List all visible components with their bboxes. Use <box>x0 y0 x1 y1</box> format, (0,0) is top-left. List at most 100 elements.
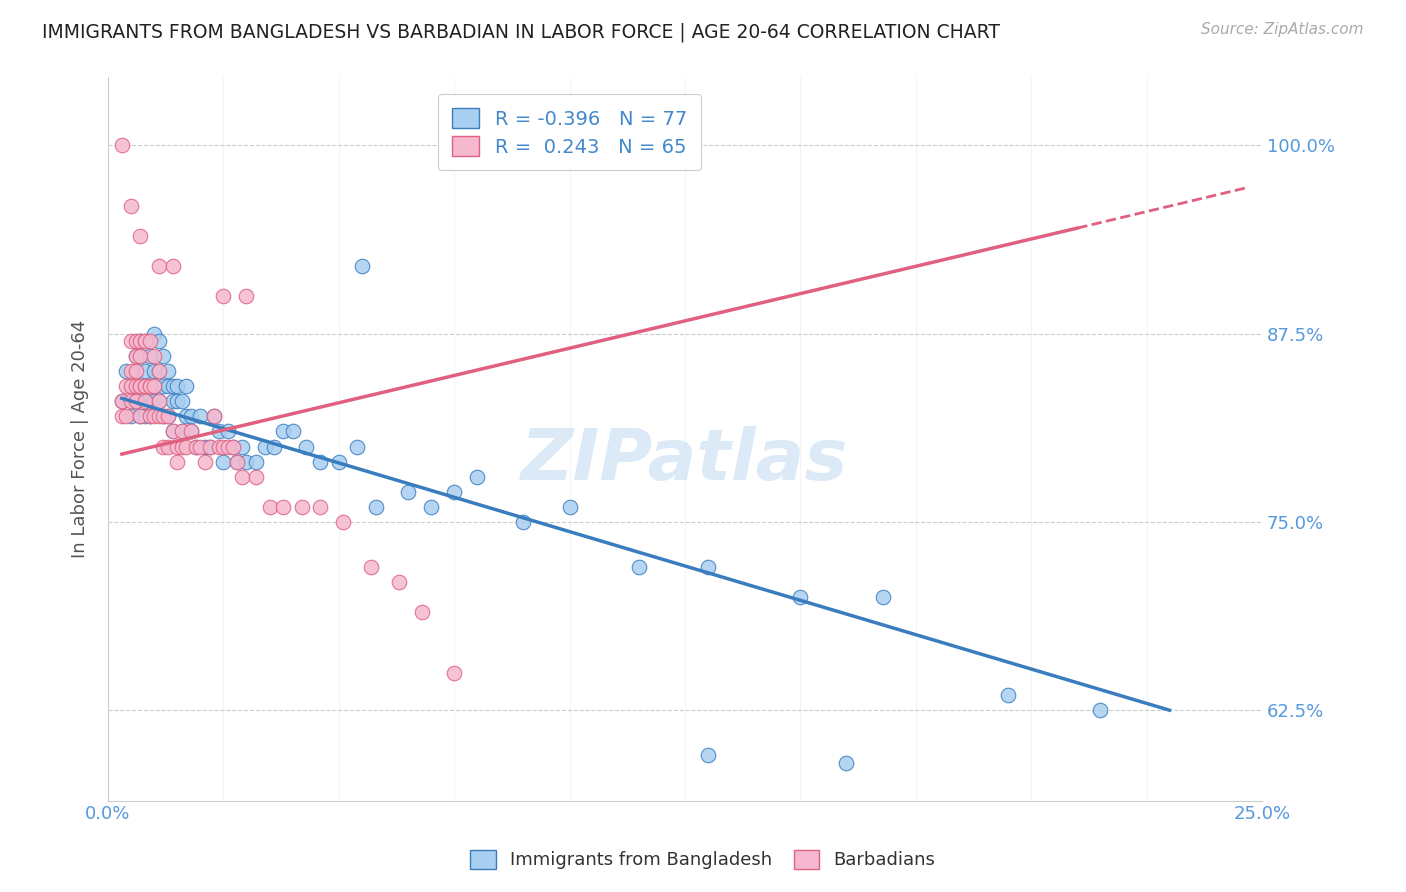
Point <box>143 379 166 393</box>
Point <box>148 364 170 378</box>
Point <box>156 409 179 424</box>
Point <box>143 394 166 409</box>
Point <box>156 409 179 424</box>
Point <box>208 440 231 454</box>
Point <box>208 425 231 439</box>
Point <box>120 379 142 393</box>
Text: Source: ZipAtlas.com: Source: ZipAtlas.com <box>1201 22 1364 37</box>
Point <box>138 349 160 363</box>
Point <box>273 500 295 514</box>
Point <box>115 379 138 393</box>
Point <box>134 334 156 348</box>
Point <box>180 409 202 424</box>
Point <box>115 364 138 378</box>
Point <box>129 379 152 393</box>
Point <box>148 394 170 409</box>
Point <box>152 440 174 454</box>
Point <box>125 394 148 409</box>
Point <box>120 334 142 348</box>
Point <box>465 469 488 483</box>
Point <box>143 409 166 424</box>
Point <box>170 394 193 409</box>
Point <box>309 455 332 469</box>
Point <box>120 198 142 212</box>
Point <box>166 394 188 409</box>
Point <box>217 440 239 454</box>
Point <box>697 560 720 574</box>
Point <box>162 394 184 409</box>
Point <box>184 440 207 454</box>
Point <box>176 409 198 424</box>
Point <box>152 409 174 424</box>
Point <box>162 259 184 273</box>
Point <box>198 440 221 454</box>
Point <box>170 440 193 454</box>
Point <box>138 409 160 424</box>
Point <box>129 349 152 363</box>
Point <box>152 409 174 424</box>
Point <box>166 455 188 469</box>
Point <box>120 364 142 378</box>
Point <box>202 409 225 424</box>
Point <box>120 394 142 409</box>
Point <box>281 425 304 439</box>
Point <box>125 364 148 378</box>
Point <box>346 440 368 454</box>
Point <box>120 409 142 424</box>
Y-axis label: In Labor Force | Age 20-64: In Labor Force | Age 20-64 <box>72 320 89 558</box>
Point <box>217 425 239 439</box>
Point <box>212 289 235 303</box>
Point <box>1090 703 1112 717</box>
Point <box>125 394 148 409</box>
Point <box>184 440 207 454</box>
Text: ZIPatlas: ZIPatlas <box>522 426 849 495</box>
Point <box>835 756 858 770</box>
Point <box>162 425 184 439</box>
Point <box>872 591 894 605</box>
Point <box>360 560 382 574</box>
Legend: R = -0.396   N = 77, R =  0.243   N = 65: R = -0.396 N = 77, R = 0.243 N = 65 <box>439 95 700 170</box>
Point <box>143 326 166 341</box>
Point <box>111 409 134 424</box>
Point <box>176 379 198 393</box>
Point <box>129 409 152 424</box>
Point <box>221 440 243 454</box>
Point <box>443 665 465 680</box>
Point <box>411 605 433 619</box>
Point <box>125 364 148 378</box>
Point <box>134 394 156 409</box>
Point <box>148 409 170 424</box>
Point <box>129 409 152 424</box>
Point <box>148 334 170 348</box>
Point <box>512 515 534 529</box>
Point <box>295 440 318 454</box>
Point <box>148 259 170 273</box>
Point <box>273 425 295 439</box>
Point <box>176 440 198 454</box>
Point <box>125 349 148 363</box>
Point <box>350 259 373 273</box>
Point <box>180 425 202 439</box>
Point <box>328 455 350 469</box>
Point <box>697 748 720 763</box>
Point <box>143 349 166 363</box>
Point <box>396 484 419 499</box>
Point <box>152 349 174 363</box>
Point <box>212 440 235 454</box>
Point <box>226 455 249 469</box>
Point <box>188 409 211 424</box>
Point <box>134 409 156 424</box>
Legend: Immigrants from Bangladesh, Barbadians: Immigrants from Bangladesh, Barbadians <box>461 841 945 879</box>
Point <box>134 379 156 393</box>
Point <box>231 469 253 483</box>
Point <box>235 455 257 469</box>
Point <box>253 440 276 454</box>
Text: IMMIGRANTS FROM BANGLADESH VS BARBADIAN IN LABOR FORCE | AGE 20-64 CORRELATION C: IMMIGRANTS FROM BANGLADESH VS BARBADIAN … <box>42 22 1000 42</box>
Point <box>111 138 134 153</box>
Point <box>245 455 267 469</box>
Point <box>129 379 152 393</box>
Point <box>162 425 184 439</box>
Point <box>170 425 193 439</box>
Point <box>388 575 411 590</box>
Point <box>194 455 217 469</box>
